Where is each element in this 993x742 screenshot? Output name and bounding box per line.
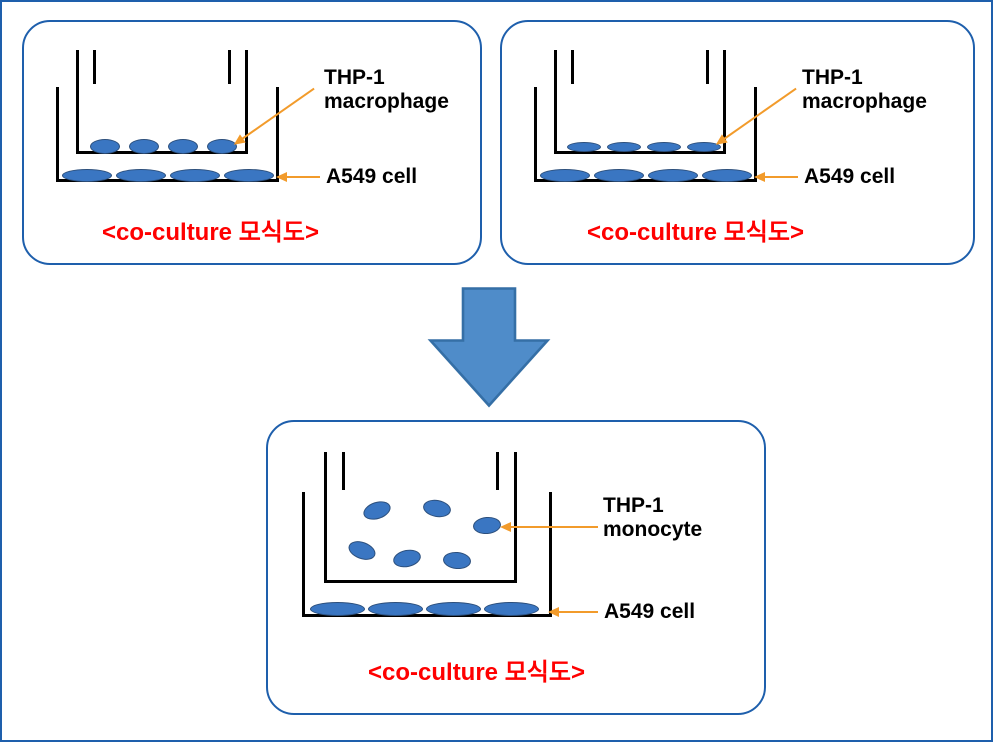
arrow-to-thp1 bbox=[510, 526, 598, 528]
a549-cell bbox=[310, 602, 365, 616]
arrow-line bbox=[286, 176, 320, 178]
insert-handle bbox=[496, 452, 499, 490]
arrow-to-a549: A549 cell bbox=[286, 165, 417, 189]
panel-bottom: THP-1 monocyte A549 cell <co-culture 모식도… bbox=[266, 420, 766, 715]
a549-cell bbox=[594, 169, 644, 182]
a549-cell bbox=[62, 169, 112, 182]
thp1-macrophage-label: THP-1 macrophage bbox=[802, 66, 927, 114]
big-down-arrow-icon bbox=[424, 282, 554, 412]
label-line: THP-1 bbox=[603, 494, 702, 518]
label-line: THP-1 bbox=[802, 66, 927, 90]
a549-label: A549 cell bbox=[604, 600, 695, 624]
label-line: macrophage bbox=[324, 90, 449, 114]
thp1-monocyte-label: THP-1 monocyte bbox=[603, 494, 702, 542]
label-line: THP-1 bbox=[324, 66, 449, 90]
a549-cell bbox=[116, 169, 166, 182]
thp1-cell bbox=[567, 142, 601, 152]
insert-handle bbox=[93, 50, 96, 84]
insert-handle bbox=[706, 50, 709, 84]
label-line: monocyte bbox=[603, 518, 702, 542]
a549-cell bbox=[426, 602, 481, 616]
arrow-line bbox=[510, 526, 598, 528]
panel-caption: <co-culture 모식도> bbox=[587, 212, 804, 247]
thp1-cell bbox=[168, 139, 198, 154]
a549-cell bbox=[368, 602, 423, 616]
a549-cell bbox=[224, 169, 274, 182]
arrow-line bbox=[558, 611, 598, 613]
a549-cell bbox=[702, 169, 752, 182]
panel-top-left: THP-1 macrophage document.currentScript.… bbox=[22, 20, 482, 265]
outer-frame: THP-1 macrophage document.currentScript.… bbox=[0, 0, 993, 742]
a549-cell bbox=[648, 169, 698, 182]
thp1-cell bbox=[607, 142, 641, 152]
thp1-macrophage-label: THP-1 macrophage bbox=[324, 66, 449, 114]
insert-handle bbox=[571, 50, 574, 84]
thp1-cell bbox=[90, 139, 120, 154]
panel-top-right: THP-1 macrophage A549 cell <co-culture 모… bbox=[500, 20, 975, 265]
a549-label: A549 cell bbox=[804, 165, 895, 189]
arrow-to-a549: A549 cell bbox=[764, 165, 895, 189]
a549-cell bbox=[484, 602, 539, 616]
a549-cell bbox=[170, 169, 220, 182]
a549-cell bbox=[540, 169, 590, 182]
label-line: macrophage bbox=[802, 90, 927, 114]
insert-handle bbox=[228, 50, 231, 84]
panel-caption: <co-culture 모식도> bbox=[368, 652, 585, 687]
a549-label: A549 cell bbox=[326, 165, 417, 189]
transwell-insert bbox=[324, 488, 517, 583]
arrow-line bbox=[764, 176, 798, 178]
thp1-cell bbox=[647, 142, 681, 152]
panel-caption: <co-culture 모식도> bbox=[102, 212, 319, 247]
arrow-to-a549: A549 cell bbox=[558, 600, 695, 624]
thp1-cell bbox=[129, 139, 159, 154]
insert-handle bbox=[342, 452, 345, 490]
